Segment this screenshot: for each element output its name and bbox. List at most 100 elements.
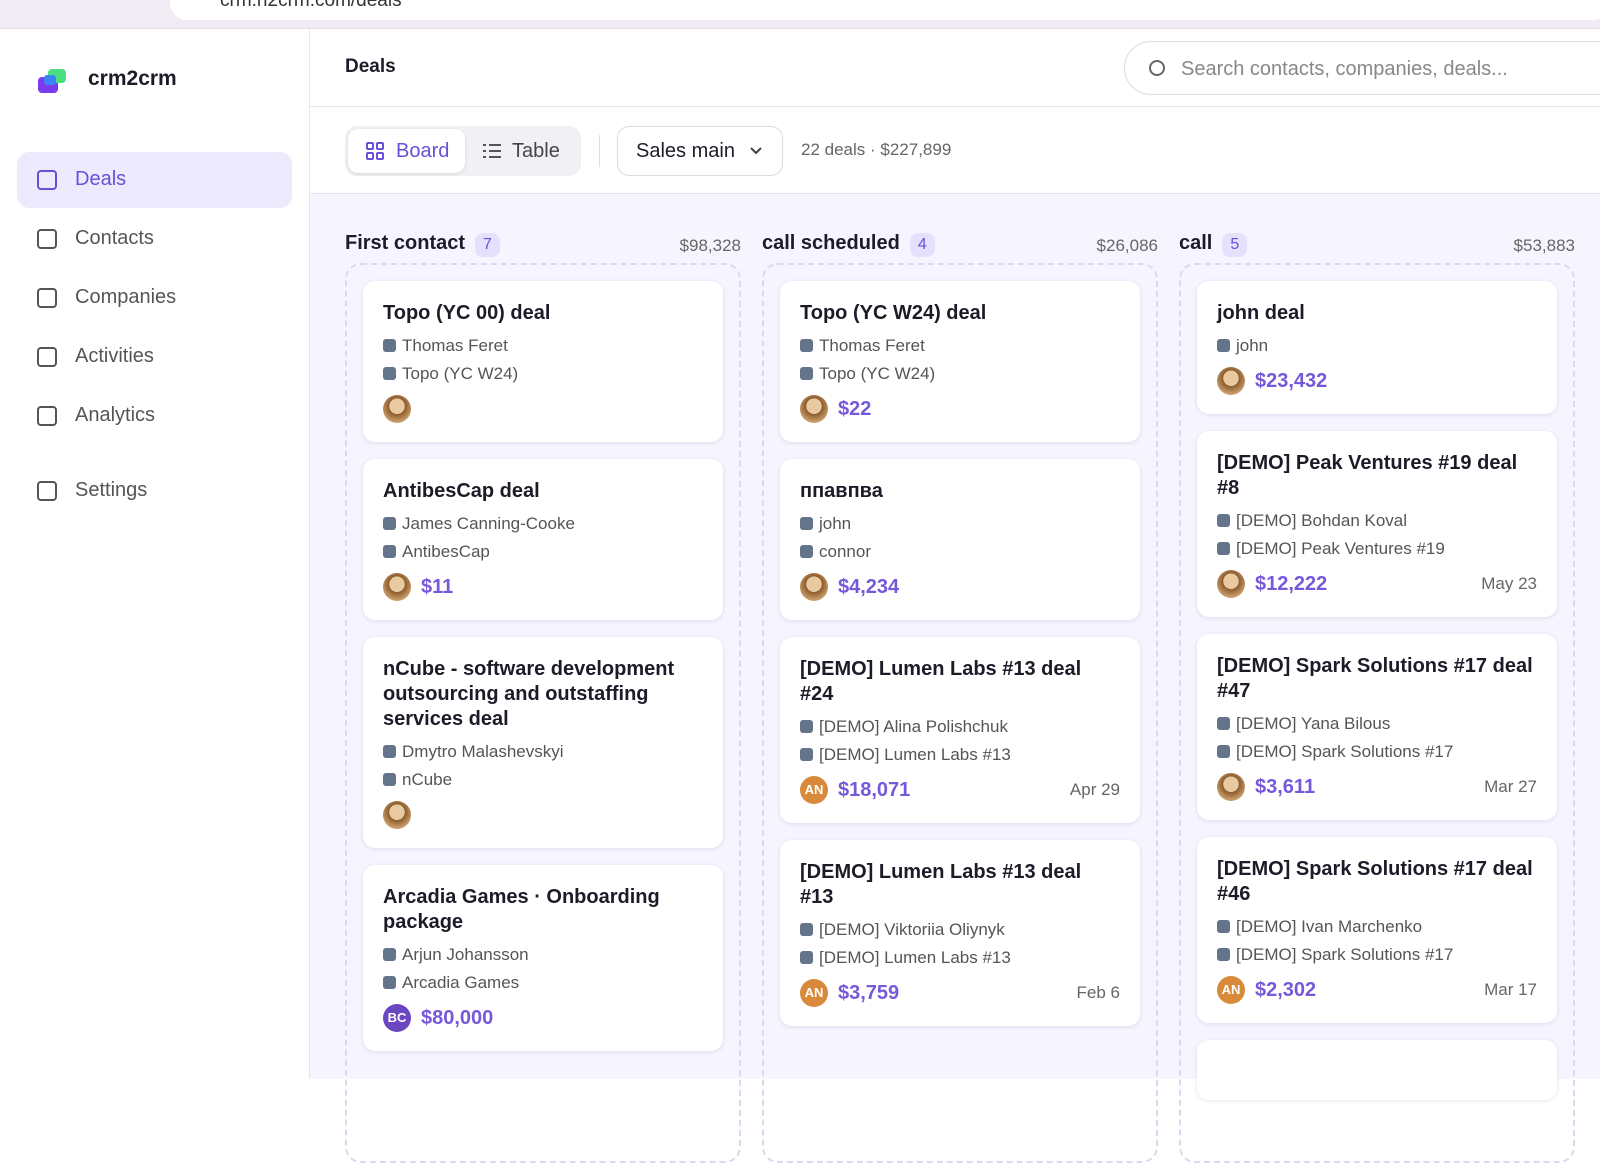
deal-card[interactable]: [DEMO] Spark Solutions #17 deal #47 [DEMO… bbox=[1197, 634, 1557, 820]
deal-title: Arcadia Games · Onboarding package bbox=[383, 886, 660, 933]
avatar: AN bbox=[1217, 976, 1245, 1004]
deal-contact: Thomas Feret bbox=[800, 332, 1120, 360]
deal-amount: $22 bbox=[838, 397, 872, 420]
company-name: Topo (YC W24) bbox=[819, 364, 936, 383]
deal-contact: Thomas Feret bbox=[383, 332, 703, 360]
contact-name: [DEMO] Bohdan Koval bbox=[1236, 511, 1408, 530]
deal-footer bbox=[383, 800, 703, 830]
deal-footer: $12,222 May 23 bbox=[1217, 569, 1537, 599]
column-total: $53,883 bbox=[1513, 236, 1575, 255]
search[interactable]: Search contacts, companies, deals... bbox=[1124, 41, 1600, 95]
contact-icon bbox=[383, 745, 396, 758]
deal-card[interactable]: john deal john $23,432 bbox=[1197, 281, 1557, 414]
contact-icon bbox=[383, 339, 396, 352]
nav-label: Deals bbox=[75, 168, 127, 190]
deal-company: [DEMO] Peak Ventures #19 bbox=[1217, 535, 1537, 563]
contact-name: john bbox=[819, 514, 852, 533]
contact-name: James Canning-Cooke bbox=[402, 514, 575, 533]
pipeline-select[interactable]: Sales main bbox=[617, 126, 783, 176]
deal-company: AntibesCap bbox=[383, 538, 703, 566]
board-button[interactable]: Board bbox=[348, 129, 465, 173]
company-icon bbox=[800, 367, 813, 380]
deal-card[interactable]: [DEMO] Lumen Labs #13 deal #24 [DEMO] Ali… bbox=[780, 637, 1140, 823]
company-name: [DEMO] Peak Ventures #19 bbox=[1236, 539, 1445, 558]
company-icon bbox=[1217, 948, 1230, 961]
avatar: BC bbox=[383, 1004, 411, 1032]
nav-label: Analytics bbox=[75, 404, 156, 426]
deal-footer: AN $18,071 Apr 29 bbox=[800, 775, 1120, 805]
deal-card[interactable]: AntibesCap deal James Canning-Cooke Antibe… bbox=[363, 459, 723, 620]
deal-card[interactable]: Topo (YC W24) deal Thomas Feret Topo (YC W… bbox=[780, 281, 1140, 442]
deal-contact: [DEMO] Viktoriia Oliynyk bbox=[800, 916, 1120, 944]
contact-icon bbox=[800, 517, 813, 530]
contact-icon bbox=[1217, 514, 1230, 527]
table-button[interactable]: Table bbox=[479, 140, 560, 163]
search-placeholder: Search contacts, companies, deals... bbox=[1181, 58, 1508, 80]
deal-card[interactable]: nCube - software development outsourcing… bbox=[363, 637, 723, 848]
deal-date: May 23 bbox=[1481, 574, 1537, 593]
deal-card[interactable]: [DEMO] Spark Solutions #17 deal #46 [DEMO… bbox=[1197, 837, 1557, 1023]
company-name: [DEMO] Spark Solutions #17 bbox=[1236, 945, 1454, 964]
column-total: $26,086 bbox=[1096, 236, 1158, 255]
avatar bbox=[383, 801, 411, 829]
url[interactable]: crm.n2crm.com/deals bbox=[170, 0, 1600, 20]
nav-item[interactable]: Deals bbox=[17, 152, 292, 208]
deal-contact: john bbox=[1217, 332, 1537, 360]
deal-title: Topo (YC W24) deal bbox=[800, 302, 987, 324]
company-icon bbox=[383, 976, 396, 989]
deal-footer: $11 bbox=[383, 572, 703, 602]
deal-card[interactable]: [DEMO] Lumen Labs #13 deal #13 [DEMO] Vik… bbox=[780, 840, 1140, 1026]
deal-footer: BC $80,000 bbox=[383, 1003, 703, 1033]
avatar bbox=[1217, 367, 1245, 395]
avatar: AN bbox=[800, 776, 828, 804]
contact-icon bbox=[1217, 339, 1230, 352]
avatar bbox=[383, 573, 411, 601]
avatar bbox=[383, 395, 411, 423]
deal-title: nCube - software development outsourcing… bbox=[383, 658, 675, 730]
browser-bar: crm.n2crm.com/deals bbox=[0, 0, 1600, 29]
company-name: AntibesCap bbox=[402, 542, 490, 561]
deal-footer: $22 bbox=[800, 394, 1120, 424]
contact-icon bbox=[800, 339, 813, 352]
header: Deals Search contacts, companies, deals.… bbox=[310, 29, 1600, 107]
contact-name: [DEMO] Alina Polishchuk bbox=[819, 717, 1008, 736]
deal-card[interactable]: [DEMO] Peak Ventures #19 deal #8 [DEMO] B… bbox=[1197, 431, 1557, 617]
nav-settings[interactable]: Settings bbox=[17, 463, 292, 519]
brand: crm2crm bbox=[88, 67, 177, 90]
deal-date: Apr 29 bbox=[1069, 780, 1120, 799]
label: Board bbox=[396, 140, 450, 162]
deal-title: john deal bbox=[1217, 302, 1305, 324]
deal-footer: $23,432 bbox=[1217, 366, 1537, 396]
deal-contact: James Canning-Cooke bbox=[383, 510, 703, 538]
nav-item[interactable]: Companies bbox=[17, 270, 292, 326]
nav-item[interactable]: Activities bbox=[17, 329, 292, 385]
label: Table bbox=[512, 140, 560, 162]
company-icon bbox=[800, 545, 813, 558]
contact-name: Thomas Feret bbox=[819, 336, 925, 355]
column-count: 5 bbox=[1222, 233, 1248, 257]
deal-company: Topo (YC W24) bbox=[383, 360, 703, 388]
deal-contact: Dmytro Malashevskyi bbox=[383, 738, 703, 766]
deal-title: [DEMO] Lumen Labs #13 deal #24 bbox=[800, 658, 1082, 705]
deal-company: [DEMO] Spark Solutions #17 bbox=[1217, 738, 1537, 766]
deal-card bbox=[1197, 1040, 1557, 1100]
deal-title: [DEMO] Peak Ventures #19 deal #8 bbox=[1217, 452, 1518, 499]
view-toggle: Board Table bbox=[345, 126, 581, 176]
column-cards: john deal john $23,432 [DEMO] Peak Ventures… bbox=[1179, 263, 1575, 1163]
nav-icon bbox=[37, 288, 57, 308]
logo bbox=[38, 69, 66, 93]
label: Sales main bbox=[636, 140, 735, 162]
deal-card[interactable]: Arcadia Games · Onboarding package Arjun … bbox=[363, 865, 723, 1051]
nav-item[interactable]: Analytics bbox=[17, 388, 292, 444]
deal-card[interactable]: Topo (YC 00) deal Thomas Feret Topo (YC W2… bbox=[363, 281, 723, 442]
deal-company: Topo (YC W24) bbox=[800, 360, 1120, 388]
deal-card[interactable]: ппавпва john connor $4,234 bbox=[780, 459, 1140, 620]
contact-icon bbox=[1217, 717, 1230, 730]
nav-label: Companies bbox=[75, 286, 177, 308]
contact-name: [DEMO] Yana Bilous bbox=[1236, 714, 1391, 733]
deal-title: ппавпва bbox=[800, 480, 883, 502]
nav-item[interactable]: Contacts bbox=[17, 211, 292, 267]
company-name: nCube bbox=[402, 770, 453, 789]
nav-label: Contacts bbox=[75, 227, 154, 249]
